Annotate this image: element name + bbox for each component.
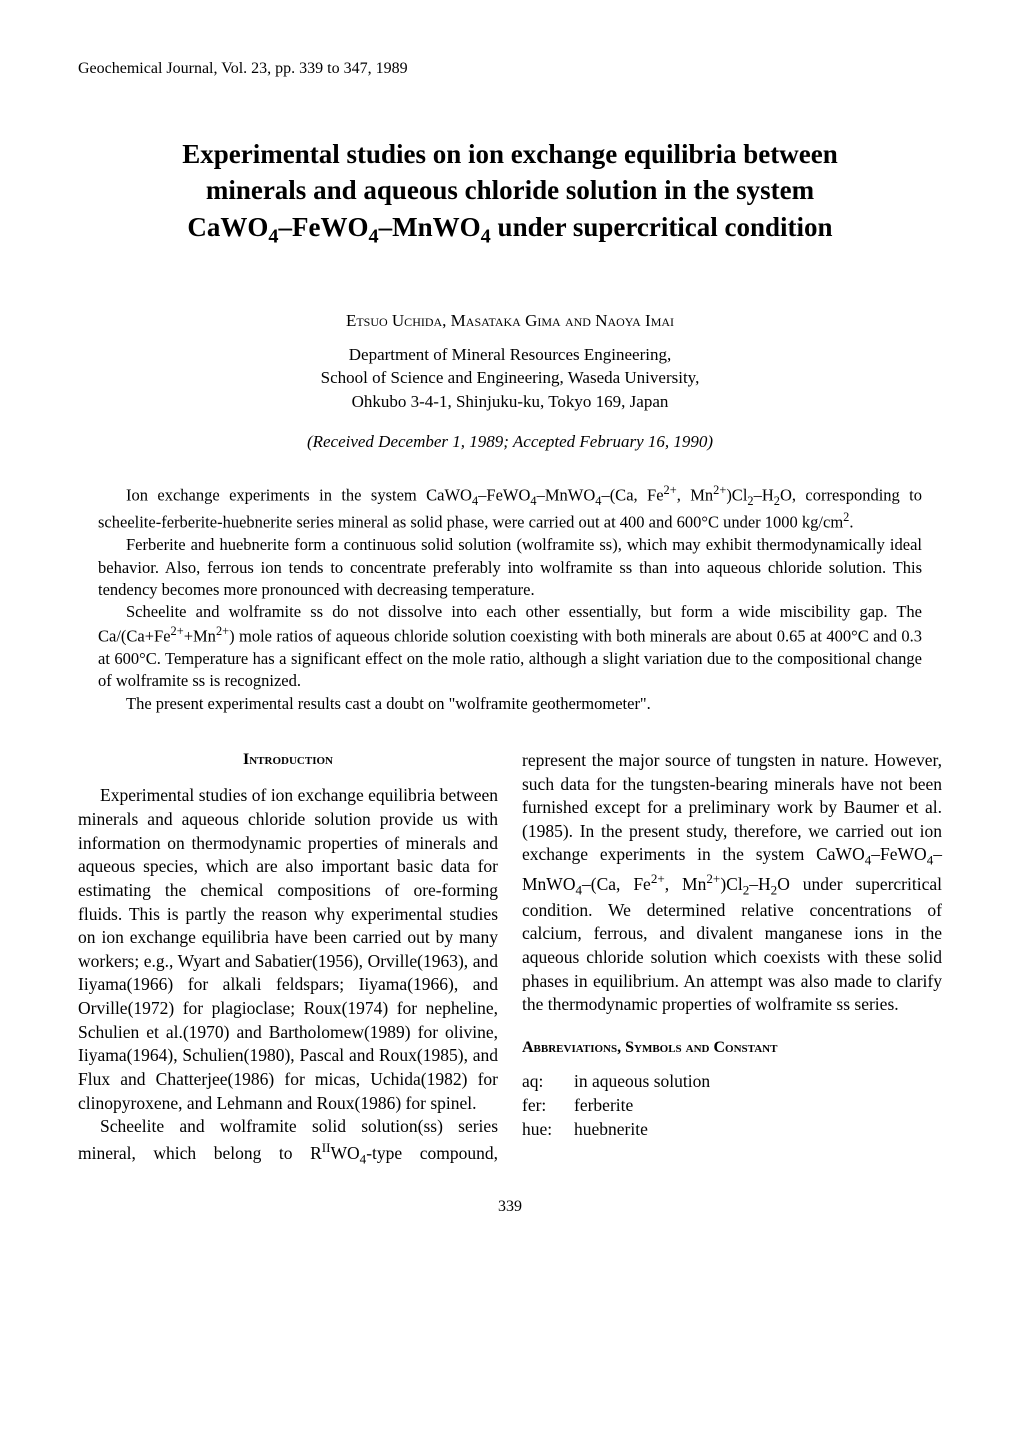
- section-heading-abbreviations: Abbreviations, Symbols and Constant: [522, 1037, 942, 1059]
- received-accepted-dates: (Received December 1, 1989; Accepted Feb…: [78, 432, 942, 452]
- affiliation: Department of Mineral Resources Engineer…: [78, 343, 942, 414]
- section-heading-introduction: Introduction: [78, 749, 498, 771]
- title-line: minerals and aqueous chloride solution i…: [206, 175, 814, 205]
- abbreviations-list: aq: in aqueous solution fer: ferberite h…: [522, 1070, 942, 1141]
- affil-line: Department of Mineral Resources Engineer…: [349, 345, 671, 364]
- abbrev-row: hue: huebnerite: [522, 1118, 942, 1142]
- abstract-paragraph: Scheelite and wolframite ss do not disso…: [98, 601, 922, 693]
- abstract-paragraph: The present experimental results cast a …: [98, 693, 922, 715]
- abstract-paragraph: Ion exchange experiments in the system C…: [98, 482, 922, 534]
- affil-line: School of Science and Engineering, Wased…: [321, 368, 700, 387]
- abbrev-key: aq:: [522, 1070, 574, 1094]
- abstract-paragraph: Ferberite and huebnerite form a continuo…: [98, 534, 922, 601]
- title-line: CaWO4–FeWO4–MnWO4 under supercritical co…: [187, 212, 832, 242]
- article-title: Experimental studies on ion exchange equ…: [108, 136, 912, 251]
- abstract: Ion exchange experiments in the system C…: [98, 482, 922, 715]
- abbrev-value: in aqueous solution: [574, 1070, 710, 1094]
- authors: Etsuo Uchida, Masataka Gima and Naoya Im…: [78, 311, 942, 331]
- abbrev-value: huebnerite: [574, 1118, 648, 1142]
- journal-header: Geochemical Journal, Vol. 23, pp. 339 to…: [78, 60, 942, 78]
- page-number: 339: [78, 1198, 942, 1216]
- affil-line: Ohkubo 3-4-1, Shinjuku-ku, Tokyo 169, Ja…: [352, 392, 669, 411]
- body-paragraph: Experimental studies of ion exchange equ…: [78, 784, 498, 1115]
- title-line: Experimental studies on ion exchange equ…: [182, 139, 838, 169]
- abbrev-value: ferberite: [574, 1094, 633, 1118]
- abbrev-key: fer:: [522, 1094, 574, 1118]
- body-columns: Introduction Experimental studies of ion…: [78, 749, 942, 1168]
- abbrev-key: hue:: [522, 1118, 574, 1142]
- abbrev-row: fer: ferberite: [522, 1094, 942, 1118]
- abbrev-row: aq: in aqueous solution: [522, 1070, 942, 1094]
